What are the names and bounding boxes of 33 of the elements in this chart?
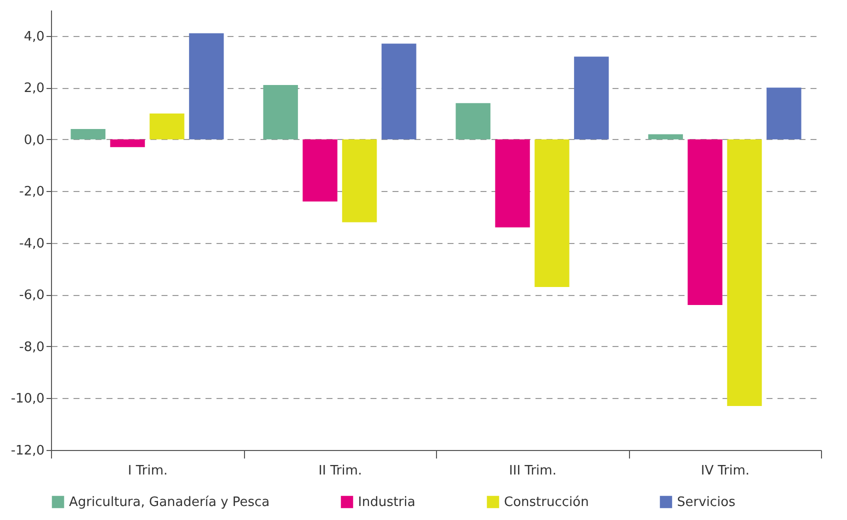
bar <box>456 103 490 140</box>
y-tick-label: -8,0 <box>19 340 44 355</box>
x-tick-label: IV Trim. <box>700 464 750 478</box>
bar <box>534 139 570 287</box>
bar <box>342 139 377 222</box>
bar <box>574 56 609 140</box>
y-tick-label: -6,0 <box>19 288 44 304</box>
y-tick-label: -10,0 <box>10 392 44 407</box>
y-tick-label: -2,0 <box>19 184 44 200</box>
bar <box>150 114 184 140</box>
bar <box>727 139 762 406</box>
bar <box>70 129 106 140</box>
x-tick-label: I Trim. <box>128 464 168 478</box>
bar <box>648 134 683 140</box>
bar <box>382 44 416 140</box>
bar <box>110 139 145 148</box>
legend-label: Agricultura, Ganadería y Pesca <box>69 495 270 510</box>
x-tick-label: III Trim. <box>509 464 556 478</box>
legend-label: Industria <box>358 495 416 510</box>
bar <box>766 88 802 140</box>
legend-label: Construcción <box>504 495 589 510</box>
y-tick-label: -4,0 <box>19 236 44 252</box>
y-tick-label: 4,0 <box>24 29 44 44</box>
y-tick-label: 0,0 <box>24 132 44 148</box>
bar <box>688 139 722 306</box>
bar <box>263 85 298 140</box>
bar <box>302 139 338 202</box>
x-tick-label: II Trim. <box>318 464 362 478</box>
y-tick-label: -12,0 <box>10 444 44 458</box>
y-tick-label: 2,0 <box>24 81 44 96</box>
legend-label: Servicios <box>677 495 736 510</box>
bar <box>495 139 530 228</box>
bar <box>189 33 224 140</box>
